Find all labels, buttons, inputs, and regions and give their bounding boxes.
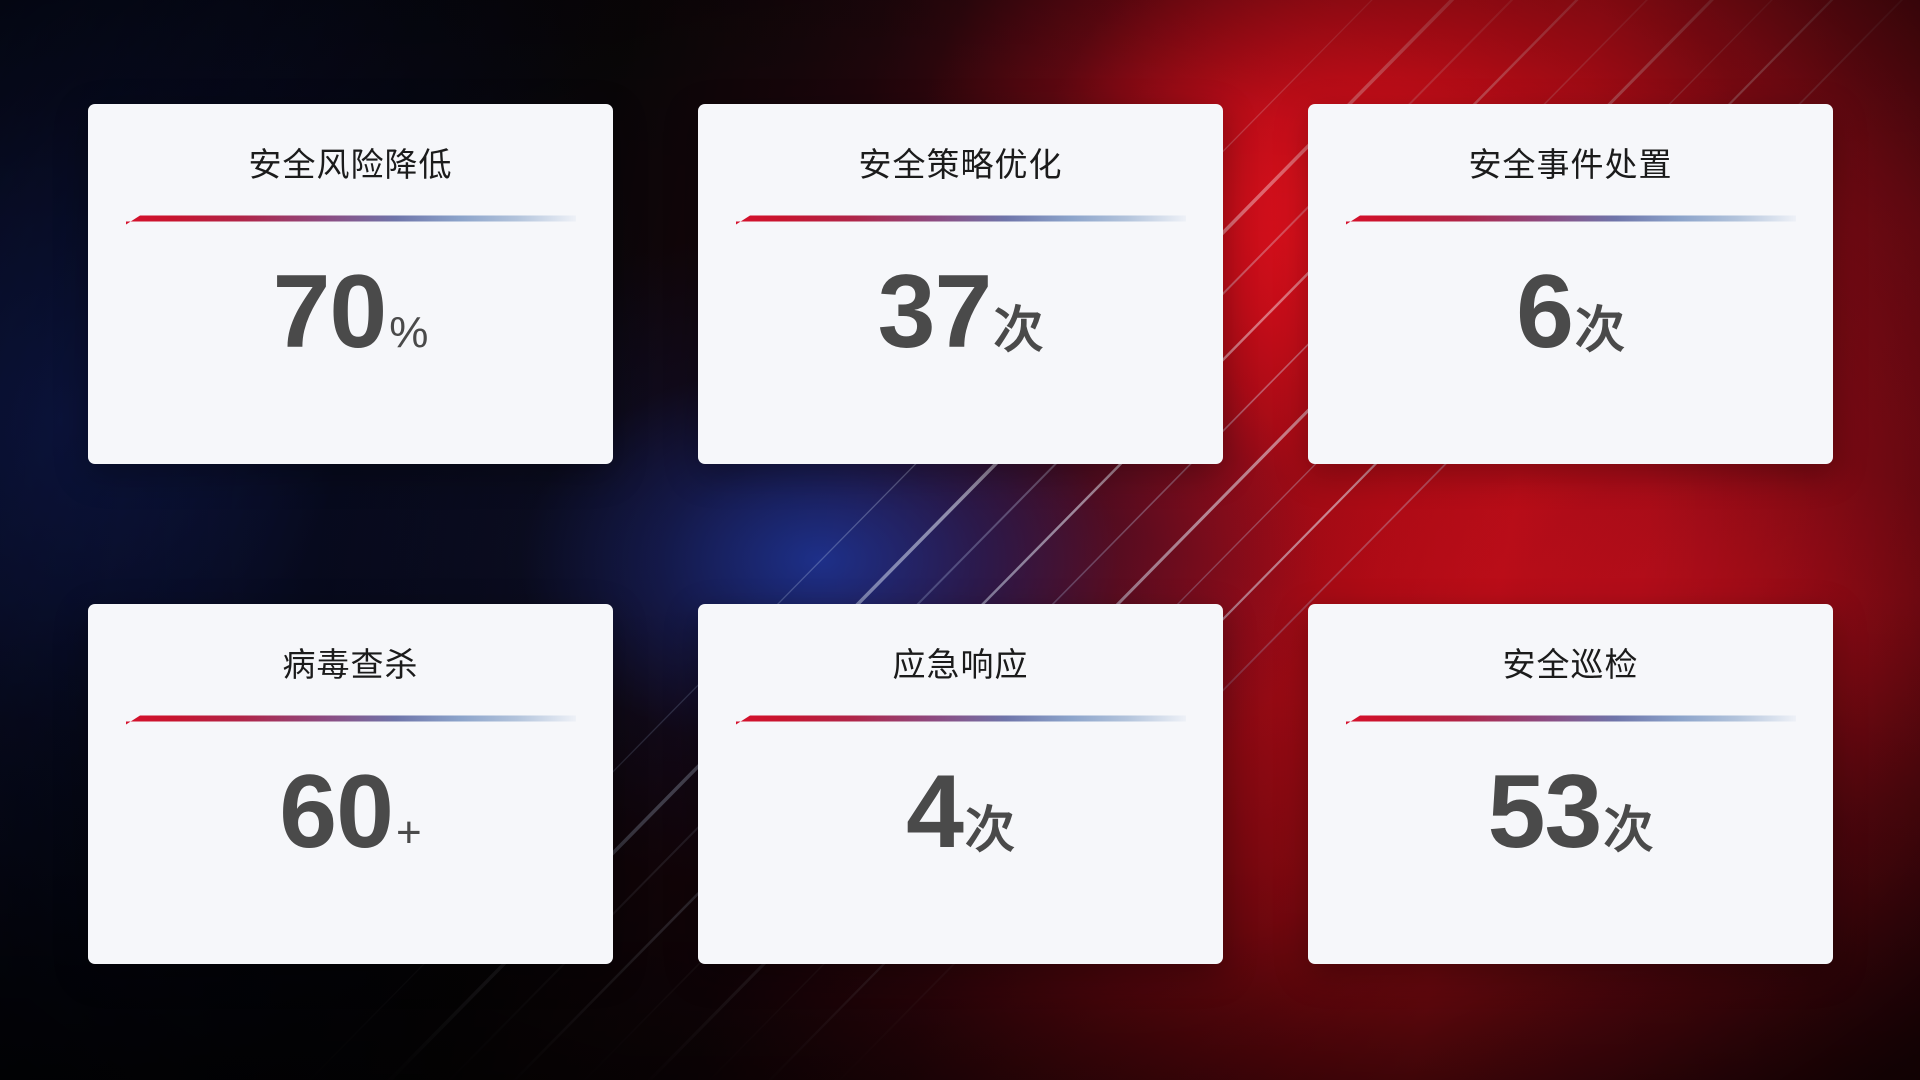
metric-card-value: 53 次	[1488, 760, 1654, 864]
metric-card[interactable]: 病毒查杀 60 +	[88, 604, 613, 964]
metric-value-unit: 次	[993, 302, 1044, 358]
metric-card-value: 6 次	[1516, 260, 1625, 364]
metric-value-unit: 次	[1603, 802, 1654, 858]
metric-card-title: 安全巡检	[1502, 646, 1639, 683]
metric-card[interactable]: 安全巡检 53 次	[1308, 604, 1833, 964]
metric-card[interactable]: 安全风险降低	[88, 104, 613, 464]
metric-value-number: 6	[1516, 254, 1574, 370]
metric-card-value: 4 次	[906, 760, 1015, 864]
metric-card-grid: 安全风险降低	[88, 104, 1833, 968]
metric-value-unit: %	[389, 308, 429, 357]
metric-card-divider	[125, 213, 576, 226]
metric-card-divider	[735, 213, 1186, 226]
metric-card-title: 安全事件处置	[1468, 146, 1673, 183]
metric-value-unit: 次	[964, 802, 1015, 858]
metric-card-title: 病毒查杀	[282, 646, 419, 683]
metric-value-number: 4	[906, 754, 964, 870]
metric-card-title: 安全策略优化	[858, 146, 1063, 183]
metric-card-title: 安全风险降低	[248, 146, 453, 183]
metric-value-number: 70	[272, 254, 388, 370]
metric-card-divider	[1345, 713, 1796, 726]
metric-value-unit: 次	[1574, 302, 1625, 358]
metric-card-divider	[1345, 213, 1796, 226]
metric-card-value: 70 %	[273, 260, 429, 364]
metric-card[interactable]: 安全事件处置 6 次	[1308, 104, 1833, 464]
metric-card[interactable]: 应急响应 4 次	[698, 604, 1223, 964]
metric-value-unit: +	[395, 808, 422, 857]
metric-card-value: 60 +	[279, 760, 421, 864]
metric-value-number: 37	[877, 254, 993, 370]
metric-value-number: 60	[279, 754, 394, 870]
metric-card[interactable]: 安全策略优化 37 次	[698, 104, 1223, 464]
metric-card-value: 37 次	[878, 260, 1044, 364]
metric-card-divider	[735, 713, 1186, 726]
metric-card-divider	[125, 713, 576, 726]
metric-card-title: 应急响应	[892, 646, 1029, 683]
metric-value-number: 53	[1487, 754, 1603, 870]
